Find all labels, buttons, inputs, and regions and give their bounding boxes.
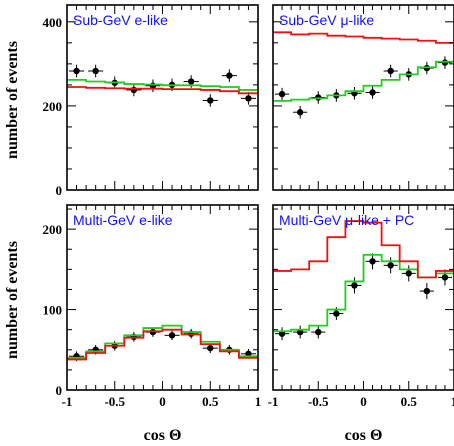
- data-point: [333, 310, 340, 317]
- data-point: [351, 282, 358, 289]
- y-axis-title-bottom: number of events: [4, 241, 21, 359]
- data-point: [207, 344, 214, 352]
- data-point: [278, 90, 286, 98]
- series-model_b-step: [67, 86, 258, 95]
- data-point: [296, 109, 304, 116]
- y-tick-label: 100: [43, 303, 63, 318]
- data-point: [226, 72, 233, 79]
- plot-area: [67, 64, 258, 107]
- y-tick-label: 200: [43, 222, 63, 237]
- series-model_a-step: [67, 78, 258, 91]
- x-tick-label: 0.5: [401, 394, 418, 409]
- panel-frame: [66, 4, 259, 191]
- panel-title: Multi-GeV μ-like + PC: [279, 212, 414, 228]
- y-axis-title-top: number of events: [4, 41, 21, 159]
- x-tick-label: 1: [451, 394, 454, 409]
- x-tick-label: 0.5: [202, 394, 219, 409]
- panel-title: Sub-GeV μ-like: [279, 12, 374, 28]
- x-tick-label: -1: [268, 394, 279, 409]
- data-point: [315, 328, 322, 336]
- data-point: [73, 67, 80, 75]
- data-point: [387, 262, 394, 269]
- plot-area: [273, 220, 454, 341]
- data-point: [245, 95, 252, 102]
- x-tick-label: -0.5: [104, 394, 125, 409]
- data-point: [130, 86, 138, 94]
- plot-area: [67, 324, 258, 362]
- panel-frame: [272, 4, 454, 191]
- x-tick-label: 1: [255, 394, 262, 409]
- data-point: [423, 287, 431, 295]
- data-point: [187, 78, 195, 85]
- data-point: [92, 67, 99, 75]
- panel-frame: [66, 204, 259, 391]
- x-tick-label: -0.5: [308, 394, 329, 409]
- x-tick-label: 0: [360, 394, 367, 409]
- data-point: [369, 258, 376, 265]
- series-model_a-step: [273, 60, 454, 102]
- y-tick-label: 400: [43, 15, 63, 30]
- x-tick-label: -1: [62, 394, 73, 409]
- panel-1: 0 200 400 Sub-GeV e-like: [43, 4, 259, 198]
- panel-title: Multi-GeV e-like: [73, 212, 173, 228]
- series-model_b-step: [273, 220, 454, 279]
- panel-4: -1 -0.5 0 0.5 1 cos Θ Multi-GeV μ-like + PC: [268, 204, 454, 444]
- data-point: [168, 332, 176, 339]
- panel-title: Sub-GeV e-like: [73, 12, 168, 28]
- data-point: [369, 89, 376, 96]
- series-model_b-step: [273, 31, 454, 44]
- data-point: [387, 67, 394, 75]
- plot-area: [273, 31, 454, 119]
- panel-3: 0 100 200 -1 -0.5 0 0.5 1 cos Θ Multi-GeV e-like: [43, 204, 262, 444]
- data-point: [207, 97, 214, 104]
- panel-2: Sub-GeV μ-like: [272, 4, 454, 191]
- panel-frame: [272, 204, 454, 391]
- series-model_b-step: [67, 328, 258, 361]
- data-point: [405, 270, 412, 277]
- y-tick-label: 200: [43, 99, 63, 114]
- y-tick-label: 0: [56, 183, 63, 198]
- y-tick-label: 0: [56, 383, 63, 398]
- x-axis-title: cos Θ: [345, 427, 383, 444]
- x-axis-title: cos Θ: [144, 427, 182, 444]
- x-tick-label: 0: [159, 394, 166, 409]
- data-point: [441, 274, 449, 281]
